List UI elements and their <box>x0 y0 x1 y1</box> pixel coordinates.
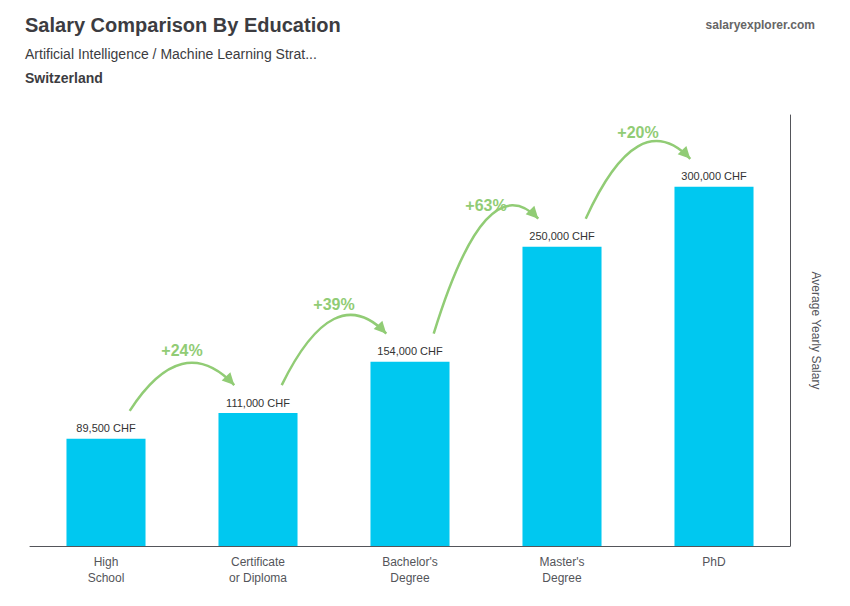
svg-text:Certificate: Certificate <box>231 555 285 569</box>
svg-text:Degree: Degree <box>390 571 430 585</box>
svg-text:Switzerland: Switzerland <box>25 70 103 86</box>
svg-text:Master's: Master's <box>540 555 585 569</box>
svg-text:Degree: Degree <box>542 571 582 585</box>
svg-text:School: School <box>88 571 125 585</box>
svg-text:Bachelor's: Bachelor's <box>382 555 438 569</box>
svg-text:Salary Comparison By Education: Salary Comparison By Education <box>25 14 341 36</box>
svg-text:89,500 CHF: 89,500 CHF <box>76 422 136 434</box>
svg-text:Average Yearly Salary: Average Yearly Salary <box>809 272 823 390</box>
svg-text:154,000 CHF: 154,000 CHF <box>377 345 443 357</box>
svg-text:+24%: +24% <box>161 342 202 359</box>
svg-text:Artificial Intelligence / Mach: Artificial Intelligence / Machine Learni… <box>25 46 317 62</box>
svg-text:+63%: +63% <box>465 197 506 214</box>
svg-text:or Diploma: or Diploma <box>229 571 287 585</box>
svg-text:111,000 CHF: 111,000 CHF <box>226 397 290 409</box>
svg-text:salaryexplorer.com: salaryexplorer.com <box>706 18 815 32</box>
svg-text:High: High <box>94 555 119 569</box>
svg-text:+39%: +39% <box>313 296 354 313</box>
svg-text:300,000 CHF: 300,000 CHF <box>681 170 747 182</box>
svg-text:250,000 CHF: 250,000 CHF <box>529 230 595 242</box>
svg-text:PhD: PhD <box>702 555 726 569</box>
svg-text:+20%: +20% <box>617 124 658 141</box>
